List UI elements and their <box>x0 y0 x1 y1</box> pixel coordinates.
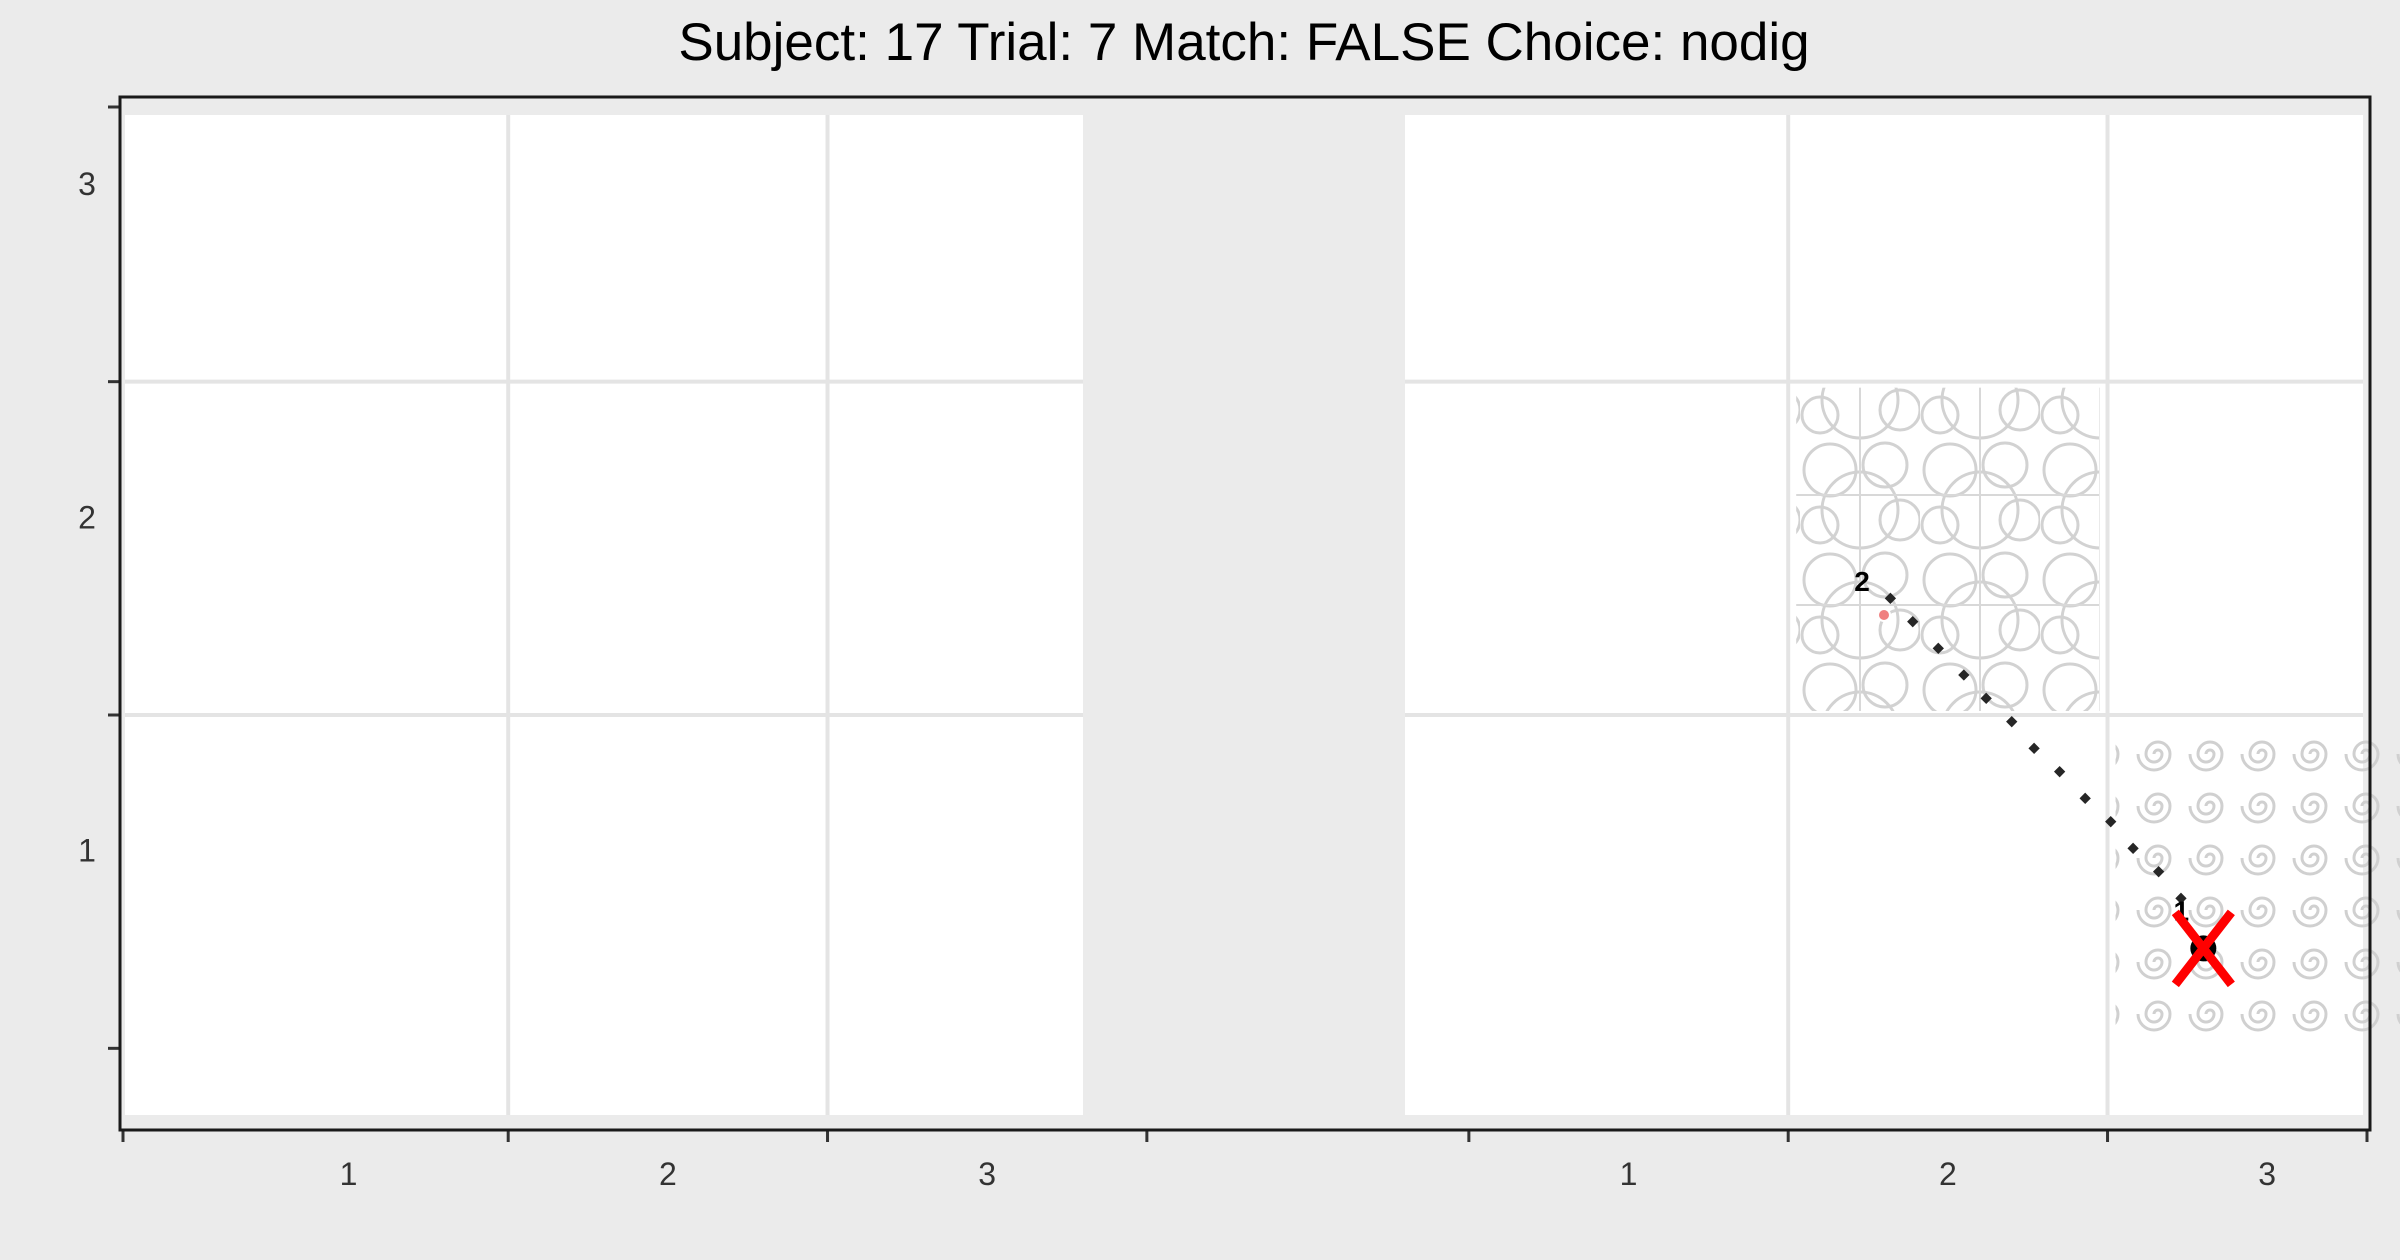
y-tick-label: 1 <box>78 833 96 869</box>
panel-background <box>125 115 1083 1115</box>
path-dot <box>1958 669 1970 681</box>
panel-left: 1 2 3 1 2 3 <box>78 105 1149 1192</box>
point-2 <box>1877 608 1891 622</box>
x-tick-label: 1 <box>340 1156 358 1192</box>
path-dot <box>2028 742 2040 754</box>
path-dot <box>2152 866 2165 878</box>
x-tick-label: 3 <box>2258 1156 2276 1192</box>
path-dot <box>2105 816 2117 828</box>
x-tick-label: 2 <box>1939 1156 1957 1192</box>
x-tick-label: 1 <box>1620 1156 1638 1192</box>
y-tick-label: 2 <box>78 499 96 535</box>
chart-title: Subject: 17 Trial: 7 Match: FALSE Choice… <box>678 13 1809 72</box>
path-dot <box>1932 642 1944 654</box>
path-dot <box>2127 842 2139 854</box>
choice-cross-marker <box>2171 909 2235 988</box>
plot-frame <box>118 95 2372 1132</box>
path-dot <box>2006 716 2018 728</box>
textured-cell-3-1 <box>2115 721 2400 1045</box>
textured-cell-2-2 <box>1796 387 2100 711</box>
path-dot <box>2175 892 2187 904</box>
path-dot <box>1884 592 1897 604</box>
point-label-2: 2 <box>1854 566 1870 597</box>
path-dot <box>2053 766 2066 778</box>
path-dot <box>1907 616 1919 628</box>
path-dot <box>1980 692 1992 704</box>
y-tick-label: 3 <box>78 166 96 202</box>
x-tick-label: 2 <box>659 1156 677 1192</box>
panel-right: 211 2 3 <box>1405 115 2400 1192</box>
x-tick-label: 3 <box>978 1156 996 1192</box>
path-dot <box>2079 792 2091 804</box>
